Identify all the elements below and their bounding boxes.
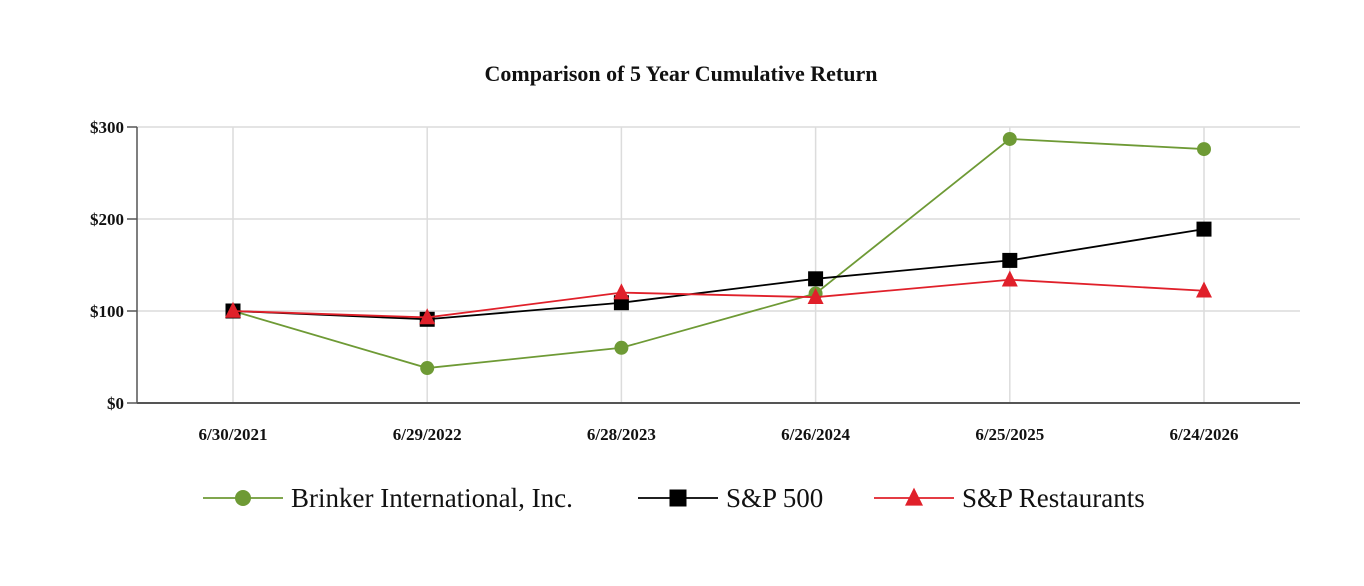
x-tick-label: 6/24/2026 (1170, 425, 1239, 444)
x-tick-label: 6/29/2022 (393, 425, 462, 444)
series-line (232, 228, 1205, 321)
y-tick-label: $0 (107, 394, 124, 413)
legend-item: S&P 500 (638, 483, 823, 513)
data-point-triangle (225, 301, 241, 318)
legend-marker-triangle (905, 487, 923, 506)
x-tick-label: 6/26/2024 (781, 425, 850, 444)
legend-marker-square (669, 489, 687, 507)
legend-label: S&P Restaurants (962, 483, 1145, 513)
legend-item: S&P Restaurants (874, 483, 1145, 513)
legend-item: Brinker International, Inc. (203, 483, 573, 513)
data-point-circle (1002, 131, 1017, 146)
y-tick-label: $200 (90, 210, 124, 229)
data-point-circle (1197, 142, 1211, 157)
x-tick-label: 6/28/2023 (587, 425, 656, 444)
y-tick-label: $100 (90, 302, 124, 321)
legend-label: Brinker International, Inc. (291, 483, 573, 513)
data-point-circle (420, 361, 435, 376)
data-point-triangle (1196, 281, 1212, 298)
series-triangle (225, 270, 1212, 325)
legend: Brinker International, Inc. S&P 500 S&P Re… (203, 483, 1145, 513)
data-point-triangle (1001, 270, 1018, 287)
series-line (232, 278, 1205, 319)
data-point-square (808, 271, 824, 287)
data-point-triangle (419, 308, 436, 325)
axes: $0 $100 $200 $300 6/30/2021 6/29/2022 6/28/202… (90, 118, 1300, 444)
data-point-triangle (807, 288, 824, 304)
x-tick-label: 6/25/2025 (975, 425, 1044, 444)
legend-label: S&P 500 (726, 483, 823, 513)
series-circle (226, 131, 1211, 376)
gridlines (137, 126, 1300, 403)
y-tick-label: $300 (90, 118, 124, 137)
series-line (232, 138, 1205, 369)
data-point-square (1002, 252, 1018, 268)
x-tick-label: 6/30/2021 (199, 425, 268, 444)
data-point-square (1196, 221, 1212, 237)
data-point-triangle (613, 283, 630, 300)
legend-marker-circle (235, 490, 251, 506)
data-point-circle (614, 340, 629, 355)
chart-title: Comparison of 5 Year Cumulative Return (485, 61, 878, 86)
series-lines (225, 131, 1212, 376)
